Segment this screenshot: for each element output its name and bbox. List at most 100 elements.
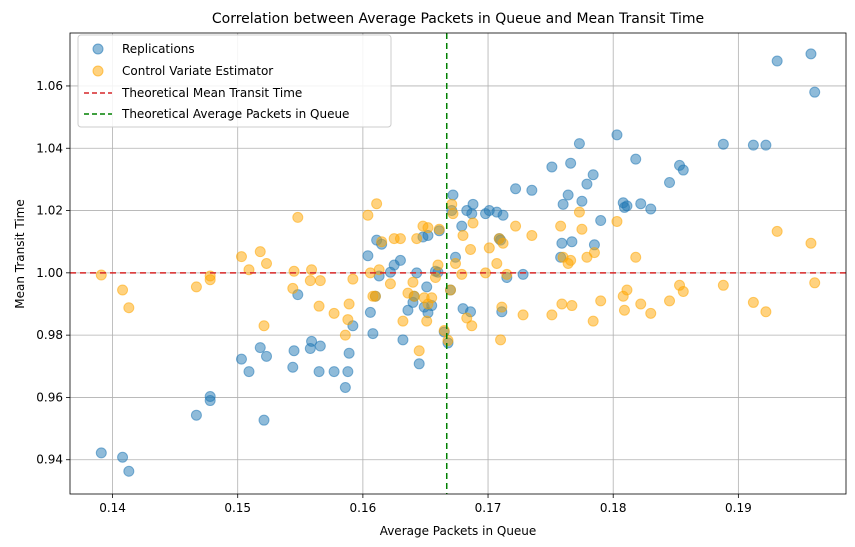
replication-point <box>805 48 817 60</box>
replication-point <box>288 345 300 357</box>
legend-replications-marker <box>92 43 104 55</box>
control-variate-point <box>347 273 359 285</box>
control-variate-point <box>413 345 425 357</box>
replication-point <box>364 306 376 318</box>
control-variate-point <box>497 237 509 249</box>
data-points <box>95 48 821 477</box>
control-variate-point <box>328 307 340 319</box>
legend-replications-label: Replications <box>122 42 195 56</box>
replication-point <box>576 195 588 207</box>
control-variate-point <box>456 268 468 280</box>
control-variate-point <box>204 274 216 286</box>
control-variate-point <box>587 315 599 327</box>
replication-point <box>123 465 135 477</box>
replication-point <box>367 328 379 340</box>
y-tick-label: 1.06 <box>36 79 63 93</box>
replication-point <box>204 395 216 407</box>
replication-point <box>645 203 657 215</box>
legend-box <box>77 34 392 128</box>
replication-point <box>117 451 129 463</box>
replication-point <box>306 335 318 347</box>
control-variate-point <box>304 275 316 287</box>
control-variate-point <box>254 246 266 258</box>
control-variate-point <box>117 284 129 296</box>
replication-point <box>573 138 585 150</box>
replication-point <box>497 209 509 221</box>
replication-point <box>566 236 578 248</box>
control-variate-point <box>288 265 300 277</box>
control-variate-point <box>555 220 567 232</box>
replication-point <box>562 189 574 201</box>
replication-point <box>621 200 633 212</box>
control-variate-point <box>407 276 419 288</box>
replication-point <box>261 350 273 362</box>
control-variate-point <box>517 309 529 321</box>
replication-point <box>456 220 468 232</box>
legend: Replications Control Variate Estimator T… <box>77 34 392 128</box>
control-variate-point <box>449 258 461 269</box>
replication-point <box>565 157 577 169</box>
control-variate-point <box>447 208 459 220</box>
control-variate-point <box>313 300 325 312</box>
x-axis-title: Average Packets in Queue <box>380 524 537 538</box>
replication-point <box>287 361 299 373</box>
y-tick-label: 1.02 <box>36 204 63 218</box>
x-tick-label: 0.17 <box>475 501 502 515</box>
replication-point <box>328 366 340 378</box>
replication-point <box>447 189 459 201</box>
control-variate-point <box>760 306 772 318</box>
replication-point <box>677 164 689 176</box>
replication-point <box>771 55 783 67</box>
control-variate-point <box>432 259 444 271</box>
control-variate-point <box>411 233 423 245</box>
replication-point <box>466 208 478 220</box>
control-variate-point <box>510 220 522 232</box>
control-variate-point <box>442 334 454 346</box>
replication-point <box>258 414 270 426</box>
y-tick-label: 1.04 <box>36 141 63 155</box>
x-tick-label: 0.18 <box>600 501 627 515</box>
replication-point <box>254 342 266 354</box>
replication-point <box>595 215 607 227</box>
control-variate-point <box>645 307 657 319</box>
control-variate-point <box>95 269 107 281</box>
control-variate-point <box>123 302 135 314</box>
replication-point <box>526 184 538 196</box>
control-variate-point <box>805 237 817 249</box>
replication-point <box>556 237 568 249</box>
control-variate-point <box>362 209 374 221</box>
replication-point <box>394 254 406 266</box>
control-variate-point <box>576 223 588 235</box>
control-variate-point <box>717 279 729 291</box>
plot-frame <box>69 32 847 495</box>
control-variate-point <box>618 304 630 316</box>
reference-lines <box>70 33 846 494</box>
control-variate-point <box>261 258 273 269</box>
control-variate-point <box>747 296 759 308</box>
replication-point <box>314 340 326 352</box>
replication-point <box>611 129 623 141</box>
control-variate-point <box>491 258 503 269</box>
control-variate-point <box>565 254 577 266</box>
replication-point <box>190 409 202 421</box>
x-tick-label: 0.15 <box>224 501 251 515</box>
replication-point <box>809 86 821 98</box>
legend-control-variate-label: Control Variate Estimator <box>122 64 273 78</box>
control-variate-point <box>371 198 383 210</box>
y-tick-label: 0.96 <box>36 390 63 404</box>
control-variate-point <box>771 225 783 237</box>
chart-title: Correlation between Average Packets in Q… <box>212 11 704 27</box>
axis-ticks: 0.14 0.15 0.16 0.17 0.18 0.19 0.94 0.96 0.98 1.00… <box>36 79 751 515</box>
control-variate-point <box>467 217 479 229</box>
replication-point <box>421 281 433 293</box>
control-variate-point <box>258 320 270 332</box>
control-variate-point <box>635 298 647 310</box>
control-variate-point <box>495 334 507 346</box>
control-variate-point <box>461 312 473 324</box>
replication-point <box>630 153 642 165</box>
control-variate-point <box>809 277 821 289</box>
y-tick-label: 0.98 <box>36 328 63 342</box>
replication-point <box>717 138 729 150</box>
control-variate-point <box>408 290 420 302</box>
control-variate-point <box>314 275 326 287</box>
